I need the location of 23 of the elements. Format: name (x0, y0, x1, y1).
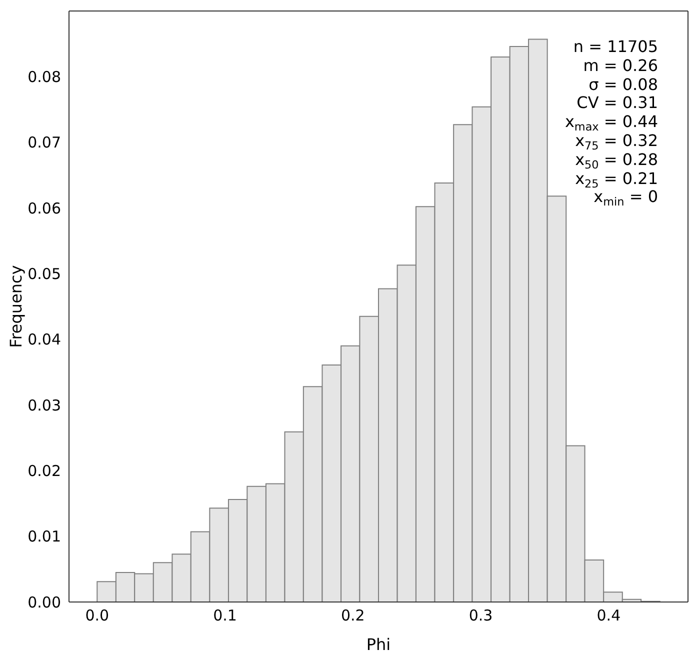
y-tick-label: 0.07 (28, 134, 61, 152)
annotation: x$_{50}$ = 0.28 (574, 150, 658, 172)
y-axis-title: Frequency (6, 265, 26, 348)
annotation: x$_{25}$ = 0.21 (574, 168, 658, 190)
y-tick-label: 0.04 (28, 330, 61, 349)
y-tick-label: 0.02 (28, 462, 61, 480)
x-axis-title: Phi (366, 635, 391, 654)
x-tick-label: 0.3 (468, 606, 493, 625)
x-tick-label: 0.0 (85, 606, 110, 625)
annotation: x$_{min}$ = 0 (594, 187, 658, 209)
y-tick-label: 0.00 (28, 593, 61, 612)
y-tick-label: 0.05 (28, 264, 61, 283)
y-tick-label: 0.01 (28, 528, 61, 546)
annotation: CV = 0.31 (576, 93, 658, 114)
y-tick-label: 0.03 (28, 396, 61, 414)
y-tick-label: 0.08 (28, 68, 61, 86)
annotation: n = 11705 (572, 37, 658, 57)
annotation: σ = 0.08 (588, 74, 658, 94)
x-tick-label: 0.2 (340, 606, 365, 625)
y-tick-label: 0.06 (28, 199, 61, 218)
annotation: m = 0.26 (582, 56, 658, 76)
x-tick-label: 0.4 (596, 606, 621, 625)
x-tick-label: 0.1 (213, 606, 237, 625)
